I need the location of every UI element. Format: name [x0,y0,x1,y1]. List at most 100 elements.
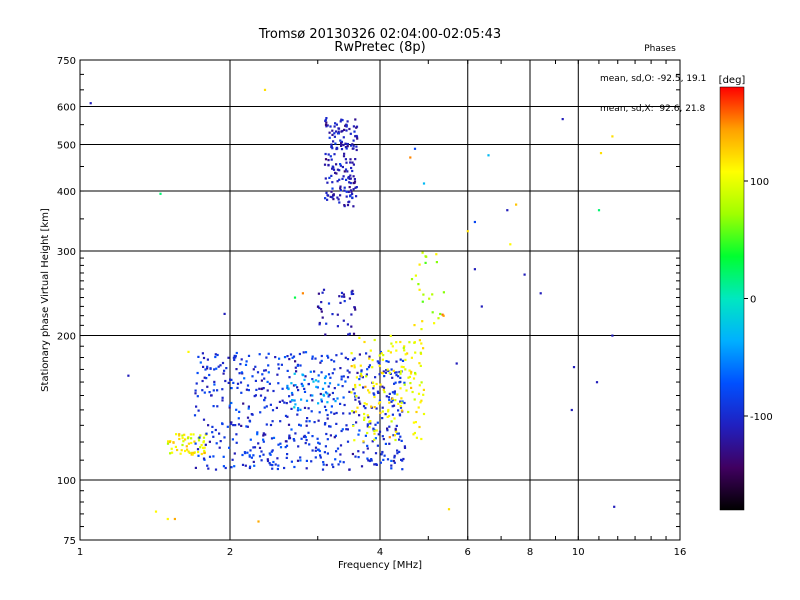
data-point [348,332,351,335]
data-point [404,368,407,371]
data-point [397,409,400,412]
data-point [202,436,206,439]
data-point [256,371,260,374]
data-point [403,381,406,384]
data-point [269,403,272,406]
data-point [394,371,397,374]
data-point [323,163,327,166]
data-point [277,363,280,366]
data-point [305,459,308,462]
data-point [387,410,390,413]
data-point [331,181,334,184]
data-point [418,384,421,387]
data-point [301,292,304,295]
data-point [230,466,233,469]
data-point [393,390,396,393]
data-point [214,428,217,432]
data-point [412,433,415,436]
data-point [595,381,599,384]
data-point [365,375,368,378]
data-point [372,381,375,384]
data-point [248,454,251,457]
data-point [229,378,232,381]
data-point [270,437,274,440]
data-point [390,368,393,371]
data-point [357,433,360,436]
data-point [198,436,201,439]
data-point [381,451,384,454]
data-point [367,389,370,392]
data-point [346,142,349,146]
data-point [233,358,236,361]
data-point [360,465,364,468]
data-point [376,444,379,447]
data-point [233,452,236,455]
data-point [326,124,329,127]
data-point [340,143,343,146]
data-point [327,164,330,167]
data-point [405,389,408,392]
data-point [378,354,381,357]
data-point [363,412,366,416]
data-point [411,390,414,394]
data-point [335,411,338,415]
data-point [342,319,345,322]
data-point [403,349,406,352]
data-point [279,442,282,445]
data-point [355,395,358,398]
data-point [243,377,246,380]
data-point [378,373,381,376]
data-point [319,361,322,364]
data-point [382,370,385,373]
data-point [395,341,398,344]
data-point [368,364,371,367]
data-point [324,197,327,200]
data-point [346,120,349,123]
data-point [308,420,311,423]
data-point [349,177,352,180]
data-point [363,416,366,419]
data-point [247,407,250,410]
data-point [240,358,243,361]
data-point [351,410,354,413]
data-point [435,261,438,264]
phase-stats-o: mean, sd,O: -92.5, 19.1 [600,74,707,84]
data-point [352,139,355,142]
data-point [341,165,344,169]
data-point [202,446,205,449]
data-point [299,408,302,411]
data-point [266,458,269,461]
data-point [202,457,206,460]
data-point [222,372,225,375]
data-point [339,164,342,167]
data-point [324,422,327,425]
data-point [354,383,357,387]
data-point [286,369,289,372]
data-point [313,370,316,373]
data-point [333,125,336,128]
data-point [382,388,385,391]
data-point [267,371,270,374]
data-point [357,456,360,459]
data-point [203,376,206,379]
data-point [212,455,215,458]
data-point [196,395,199,398]
data-point [271,464,274,467]
data-point [211,431,214,434]
data-point [350,166,353,170]
data-point [334,171,337,174]
data-point [345,195,348,198]
data-point [364,434,367,437]
data-point [258,387,261,390]
data-point [348,127,351,131]
data-point [392,369,395,372]
data-point [262,432,265,435]
data-point [382,354,385,357]
data-point [376,421,379,424]
data-point [318,442,321,445]
data-point [373,463,376,466]
data-point [252,446,255,449]
data-point [400,397,403,400]
data-point [127,374,130,377]
data-point [431,293,434,296]
